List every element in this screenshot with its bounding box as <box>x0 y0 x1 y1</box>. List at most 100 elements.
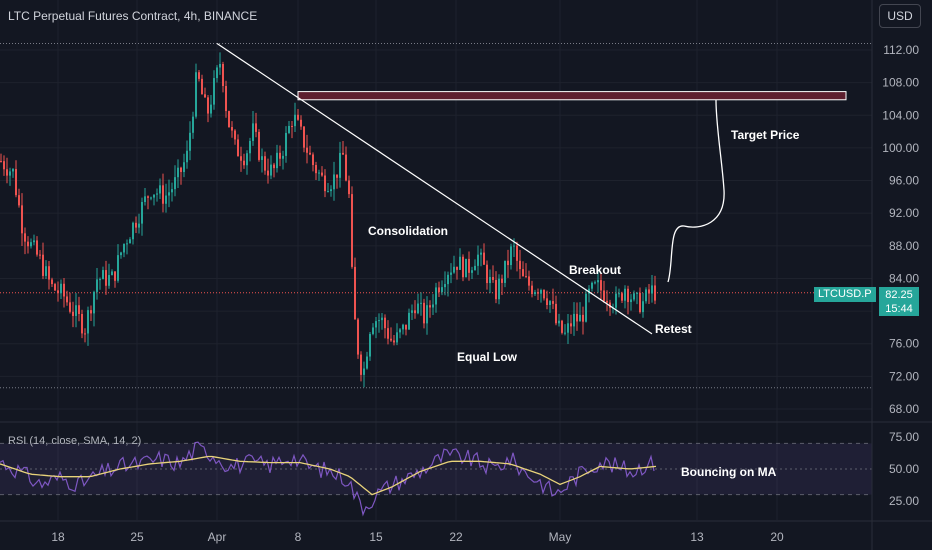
candle-body <box>120 252 122 256</box>
candle-body <box>30 242 32 247</box>
candle-body <box>177 167 179 178</box>
candle-body <box>270 164 272 176</box>
annotation-equal-low: Equal Low <box>457 350 517 364</box>
candle-body <box>483 252 485 265</box>
candle-body <box>273 164 275 169</box>
chart-title: LTC Perpetual Futures Contract, 4h, BINA… <box>8 9 258 23</box>
candle-body <box>48 266 50 280</box>
candle-body <box>294 114 296 127</box>
candle-body <box>546 298 548 306</box>
candle-body <box>234 130 236 140</box>
candle-body <box>501 278 503 283</box>
annotation-breakout: Breakout <box>569 263 622 277</box>
candle-body <box>231 127 233 131</box>
price-tick-label: 92.00 <box>889 206 919 220</box>
candle-body <box>174 177 176 190</box>
time-tick-label: May <box>549 530 572 544</box>
currency-button[interactable]: USD <box>879 4 921 28</box>
candle-body <box>258 131 260 160</box>
candle-body <box>261 156 263 160</box>
candle-body <box>96 279 98 292</box>
candle-body <box>579 314 581 322</box>
candle-body <box>396 332 398 343</box>
candle-body <box>423 302 425 324</box>
candle-body <box>606 300 608 303</box>
candle-body <box>264 156 266 171</box>
candle-body <box>618 293 620 295</box>
candle-body <box>309 152 311 155</box>
candle-body <box>510 246 512 266</box>
candle-body <box>63 283 65 297</box>
time-tick-label: Apr <box>208 530 227 544</box>
candle-body <box>201 78 203 95</box>
candle-body <box>441 287 443 293</box>
candle-body <box>147 196 149 198</box>
candle-body <box>630 299 632 303</box>
candle-body <box>111 271 113 276</box>
bar-countdown: 15:44 <box>885 303 913 315</box>
candle-body <box>249 140 251 154</box>
candle-body <box>33 240 35 243</box>
drawings <box>216 42 725 335</box>
candle-body <box>648 289 650 294</box>
candle-body <box>528 276 530 286</box>
candle-body <box>123 244 125 253</box>
candle-body <box>45 266 47 276</box>
candle-body <box>42 254 44 276</box>
candle-body <box>567 323 569 333</box>
candle-body <box>165 195 167 204</box>
candle-body <box>213 78 215 105</box>
candle-body <box>480 252 482 255</box>
candle-body <box>225 85 227 112</box>
candle-body <box>210 104 212 114</box>
candle-body <box>252 123 254 141</box>
candle-body <box>228 111 230 128</box>
candle-body <box>288 125 290 133</box>
candle-body <box>420 302 422 304</box>
rsi-ma-line <box>0 455 657 496</box>
last-price-label: 82.25 15:44 <box>879 287 919 316</box>
candle-body <box>414 310 416 314</box>
candle-body <box>141 201 143 224</box>
candle-body <box>591 282 593 289</box>
candle-body <box>555 303 557 324</box>
candle-body <box>189 132 191 151</box>
candle-body <box>132 222 134 240</box>
candle-body <box>492 277 494 280</box>
candle-body <box>279 152 281 159</box>
candle-body <box>585 293 587 322</box>
candle-body <box>306 147 308 153</box>
candle-body <box>540 290 542 294</box>
candle-body <box>390 338 392 341</box>
candle-body <box>642 301 644 313</box>
candle-body <box>525 276 527 278</box>
time-tick-label: 20 <box>770 530 784 544</box>
candle-body <box>522 269 524 277</box>
candle-body <box>72 311 74 316</box>
price-tick-label: 104.00 <box>882 108 919 122</box>
candle-body <box>654 285 656 301</box>
candle-body <box>297 114 299 120</box>
candle-body <box>384 317 386 329</box>
descending-trendline <box>216 42 653 335</box>
candle-body <box>336 174 338 178</box>
candle-body <box>318 172 320 174</box>
candle-body <box>129 239 131 244</box>
candle-body <box>144 196 146 202</box>
candle-body <box>345 154 347 181</box>
annotation-consolidation: Consolidation <box>368 224 448 238</box>
candle-body <box>543 290 545 299</box>
candle-body <box>312 154 314 166</box>
candle-body <box>594 282 596 284</box>
candle-body <box>15 169 17 196</box>
rsi-tick-label: 75.00 <box>889 430 919 444</box>
candle-body <box>474 265 476 271</box>
candle-body <box>429 305 431 308</box>
candle-body <box>609 302 611 308</box>
candle-body <box>516 245 518 261</box>
candle-body <box>36 240 38 255</box>
candle-body <box>66 296 68 303</box>
candle-body <box>603 290 605 301</box>
